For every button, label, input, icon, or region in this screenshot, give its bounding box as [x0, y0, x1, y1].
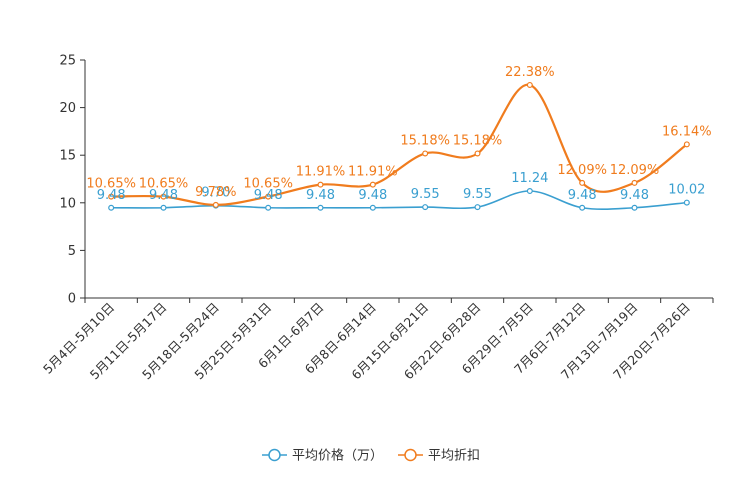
data-label: 9.48 [97, 188, 126, 203]
data-point [683, 141, 690, 148]
legend-label: 平均折扣 [428, 449, 480, 464]
data-label: 16.14% [662, 124, 712, 139]
data-point [212, 201, 219, 208]
data-point [108, 204, 115, 211]
data-label: 10.65% [86, 177, 136, 192]
data-label: 9.78% [195, 185, 236, 200]
axes: 05101520255月4日-5月10日5月11日-5月17日5月18日-5月2… [40, 54, 714, 382]
data-point [631, 179, 638, 186]
data-point [265, 204, 272, 211]
y-tick-label: 5 [68, 244, 76, 259]
data-point [160, 193, 167, 200]
data-point [369, 181, 376, 188]
data-point [422, 150, 429, 157]
data-label: 11.91% [296, 165, 346, 180]
data-label: 9.48 [568, 188, 597, 203]
y-tick-label: 25 [59, 54, 76, 69]
data-label: 9.48 [149, 188, 178, 203]
data-point [108, 193, 115, 200]
data-point [160, 204, 167, 211]
data-label: 11.24 [511, 171, 548, 186]
data-point [683, 199, 690, 206]
data-label: 12.09% [557, 163, 607, 178]
data-point [369, 204, 376, 211]
data-point [422, 204, 429, 211]
data-point [579, 204, 586, 211]
data-point [579, 179, 586, 186]
series-layer [108, 81, 690, 211]
data-label: 9.70 [201, 186, 230, 201]
data-label: 9.48 [358, 188, 387, 203]
data-label: 11.91% [348, 165, 398, 180]
data-label: 15.18% [453, 133, 503, 148]
data-point [526, 81, 533, 88]
data-label: 9.55 [463, 187, 492, 202]
legend-label: 平均价格（万） [292, 448, 383, 464]
data-label: 12.09% [610, 163, 660, 178]
y-tick-label: 20 [59, 101, 76, 116]
data-label: 9.48 [254, 188, 283, 203]
data-point [474, 150, 481, 157]
data-label: 22.38% [505, 65, 555, 80]
data-label: 10.65% [139, 177, 189, 192]
data-point [526, 187, 533, 194]
y-tick-label: 0 [68, 292, 76, 307]
data-label: 9.55 [411, 187, 440, 202]
data-point [474, 204, 481, 211]
legend-swatch-marker [268, 448, 281, 462]
data-label: 10.02 [668, 183, 705, 198]
data-point [317, 204, 324, 211]
data-point [317, 181, 324, 188]
data-label: 10.65% [243, 177, 293, 192]
data-point [631, 204, 638, 211]
data-label: 9.48 [306, 188, 335, 203]
data-label: 9.48 [620, 188, 649, 203]
data-label: 15.18% [400, 133, 450, 148]
legend-swatch-marker [404, 448, 417, 462]
data-label-layer: 9.48 9.48 9.70 9.48 9.48 9.48 9.55 9.55 11.24 9.4… [86, 65, 711, 203]
y-tick-label: 15 [59, 149, 76, 164]
data-point [265, 193, 272, 200]
y-tick-label: 10 [59, 196, 76, 211]
legend: 平均价格（万） 平均折扣 [262, 448, 480, 464]
